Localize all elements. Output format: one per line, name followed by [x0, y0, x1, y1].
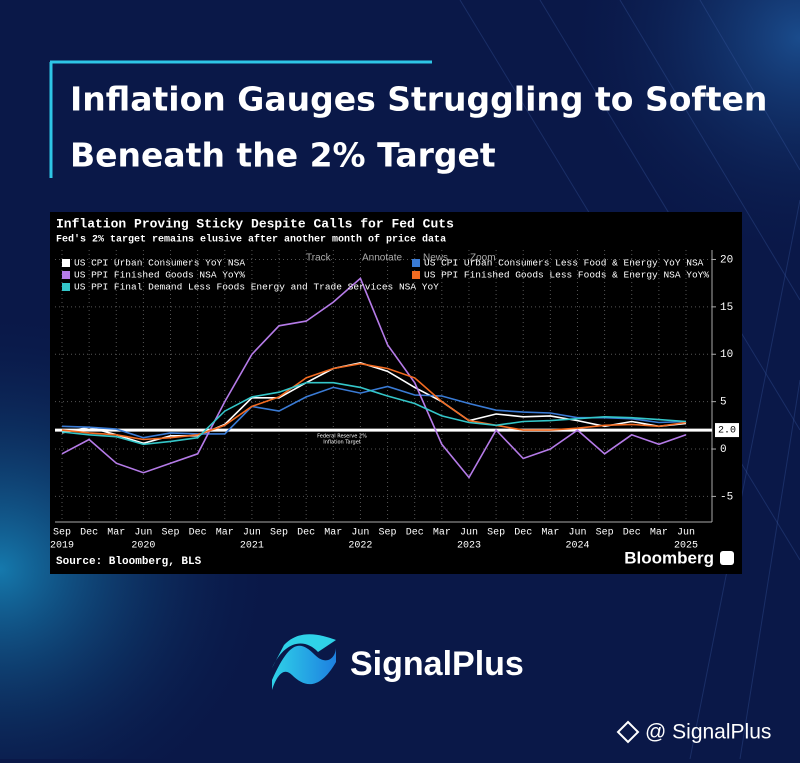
y-tick-label: -5	[720, 491, 733, 503]
legend-swatch	[62, 271, 70, 279]
x-tick-label: Mar	[107, 528, 125, 539]
y-tick-label: 20	[720, 254, 733, 266]
target-label: 2.0	[718, 426, 736, 437]
x-tick-label: Jun	[351, 528, 369, 539]
series-line	[61, 362, 687, 441]
x-tick-label: Jun	[677, 528, 695, 539]
legend-swatch	[62, 283, 70, 291]
y-tick-label: 5	[720, 397, 727, 409]
x-tick-label: Sep	[162, 528, 180, 539]
x-tick-label: Dec	[189, 528, 207, 539]
brand: Bloomberg	[624, 548, 714, 567]
x-tick-label: Sep	[596, 528, 614, 539]
legend-label: US PPI Finished Goods NSA YoY%	[74, 270, 245, 281]
x-tick-label: Mar	[650, 528, 668, 539]
legend-swatch	[62, 259, 70, 267]
toolbar-item: Track	[306, 253, 332, 264]
legend-label: US CPI Urban Consumers YoY NSA	[74, 258, 245, 269]
x-tick-label: Mar	[433, 528, 451, 539]
chart-subtitle: Fed's 2% target remains elusive after an…	[56, 234, 446, 246]
x-year-label: 2025	[674, 541, 698, 552]
y-tick-label: 0	[720, 444, 727, 456]
decor-lines	[459, 0, 800, 760]
x-year-label: 2022	[348, 541, 372, 552]
legend-swatch	[412, 259, 420, 267]
legend-label: US CPI Urban Consumers Less Food & Energ…	[424, 258, 704, 269]
x-tick-label: Jun	[460, 528, 478, 539]
legend-label: US PPI Finished Goods Less Foods & Energ…	[424, 270, 709, 281]
x-tick-label: Sep	[487, 528, 505, 539]
target-tag	[715, 423, 739, 438]
x-tick-label: Sep	[270, 528, 288, 539]
toolbar-item: News	[423, 253, 448, 264]
x-year-label: 2024	[565, 541, 589, 552]
target-annotation: Inflation Target	[323, 440, 361, 446]
plot: -5 0 5 10 15 20 Sep 2019 Dec Mar Jun 2020 Sep Dec Mar J…	[50, 250, 739, 552]
y-tick-label: 15	[720, 302, 733, 314]
x-tick-label: Sep	[379, 528, 397, 539]
y-tick-label: 10	[720, 349, 733, 361]
x-tick-label: Jun	[243, 528, 261, 539]
x-tick-label: Mar	[541, 528, 559, 539]
headline: Inflation Gauges Struggling to Soften	[70, 80, 767, 119]
handle: @ SignalPlus	[645, 721, 771, 744]
x-tick-label: Dec	[623, 528, 641, 539]
handle-icon	[616, 720, 640, 744]
brand-icon	[720, 551, 734, 565]
x-tick-label: Dec	[297, 528, 315, 539]
x-tick-label: Jun	[134, 528, 152, 539]
chart-panel	[50, 212, 742, 574]
source: Source: Bloomberg, BLS	[56, 556, 202, 568]
x-tick-label: Dec	[406, 528, 424, 539]
x-tick-label: Dec	[80, 528, 98, 539]
legend-label: US PPI Final Demand Less Foods Energy an…	[74, 282, 439, 293]
x-year-label: 2023	[457, 541, 481, 552]
logo-icon	[272, 645, 336, 690]
series-line	[61, 381, 687, 446]
series-line	[61, 361, 687, 445]
x-tick-label: Dec	[514, 528, 532, 539]
logo-icon	[272, 634, 336, 668]
x-year-label: 2021	[240, 541, 264, 552]
legend-swatch	[412, 271, 420, 279]
x-tick-label: Mar	[216, 528, 234, 539]
headline: Beneath the 2% Target	[70, 136, 496, 175]
x-year-label: 2019	[50, 541, 74, 552]
x-tick-label: Jun	[568, 528, 586, 539]
x-tick-label: Mar	[324, 528, 342, 539]
toolbar-item: Zoom	[470, 253, 496, 264]
logo-text: SignalPlus	[350, 645, 524, 683]
toolbar-item: Annotate	[362, 253, 402, 264]
series-line	[61, 277, 687, 479]
target-annotation: Federal Reserve 2%	[317, 434, 367, 440]
chart-title: Inflation Proving Sticky Despite Calls f…	[56, 216, 454, 231]
x-tick-label: Sep	[53, 528, 71, 539]
x-year-label: 2020	[131, 541, 155, 552]
